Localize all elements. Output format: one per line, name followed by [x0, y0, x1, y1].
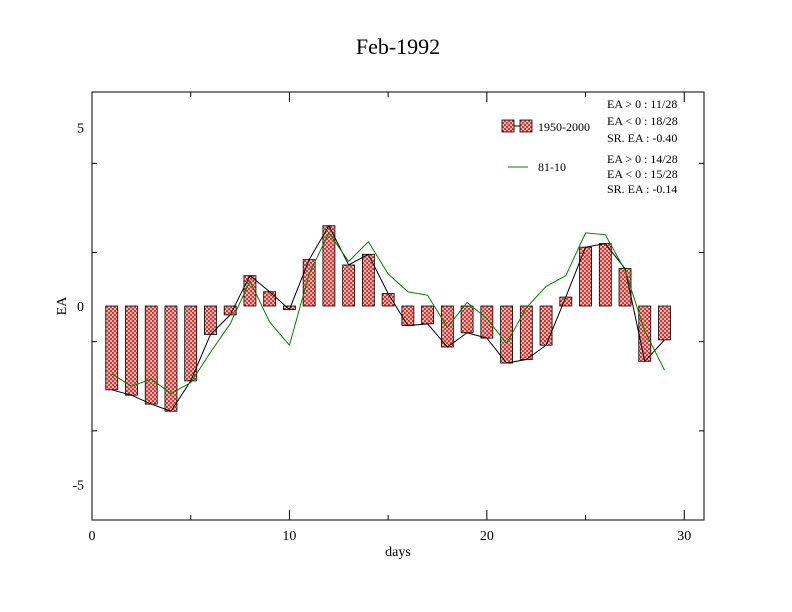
legend-stat: EA > 0 : 14/28 — [607, 152, 678, 166]
bar — [460, 305, 474, 334]
bar — [302, 259, 316, 307]
series-line-1950-2000 — [111, 224, 665, 412]
bar — [658, 305, 671, 341]
bar — [263, 291, 277, 307]
x-axis-label: days — [385, 545, 411, 560]
x-axis: 0 10 20 30 — [89, 92, 691, 544]
bar — [144, 305, 158, 405]
legend-stat: SR. EA : -0.14 — [607, 182, 677, 196]
bar — [598, 243, 612, 307]
bar — [125, 305, 138, 396]
legend-label-1950-2000: 1950-2000 — [538, 120, 590, 134]
bar — [638, 305, 652, 362]
x-tick-label: 10 — [282, 529, 296, 544]
y-axis-label: EA — [55, 296, 70, 316]
series-line-81-10 — [111, 231, 665, 394]
x-tick-label: 0 — [89, 529, 96, 544]
y-tick-label: -5 — [72, 478, 84, 493]
bar — [539, 305, 553, 346]
legend-swatch-1950-2000-left — [501, 119, 515, 133]
bar — [559, 296, 573, 307]
bar — [322, 225, 336, 307]
chart-title: Feb-1992 — [356, 34, 440, 59]
legend: 1950-2000 EA > 0 : 11/28 EA < 0 : 18/28 … — [501, 97, 678, 196]
bar — [184, 305, 198, 382]
x-tick-label: 20 — [480, 529, 494, 544]
bar — [579, 246, 592, 307]
legend-stat: SR. EA : -0.40 — [607, 131, 677, 145]
line-series — [111, 224, 665, 412]
y-tick-label: 5 — [77, 122, 84, 137]
y-axis: -5 0 5 — [72, 122, 704, 493]
legend-swatch-1950-2000-right — [519, 119, 533, 133]
legend-label-81-10: 81-10 — [538, 160, 566, 174]
legend-stat: EA < 0 : 18/28 — [607, 114, 678, 128]
legend-stat: EA > 0 : 11/28 — [607, 97, 677, 111]
bar — [164, 305, 178, 412]
legend-stat: EA < 0 : 15/28 — [607, 167, 678, 181]
bar — [342, 264, 356, 307]
bar — [500, 305, 513, 364]
plot-frame — [91, 91, 705, 521]
bar — [421, 305, 435, 325]
bar — [401, 305, 415, 327]
y-tick-label: 0 — [77, 300, 84, 315]
x-tick-label: 30 — [677, 529, 691, 544]
bar — [519, 305, 533, 360]
bar — [480, 305, 494, 339]
bar — [105, 305, 119, 391]
bar-series — [105, 225, 671, 412]
